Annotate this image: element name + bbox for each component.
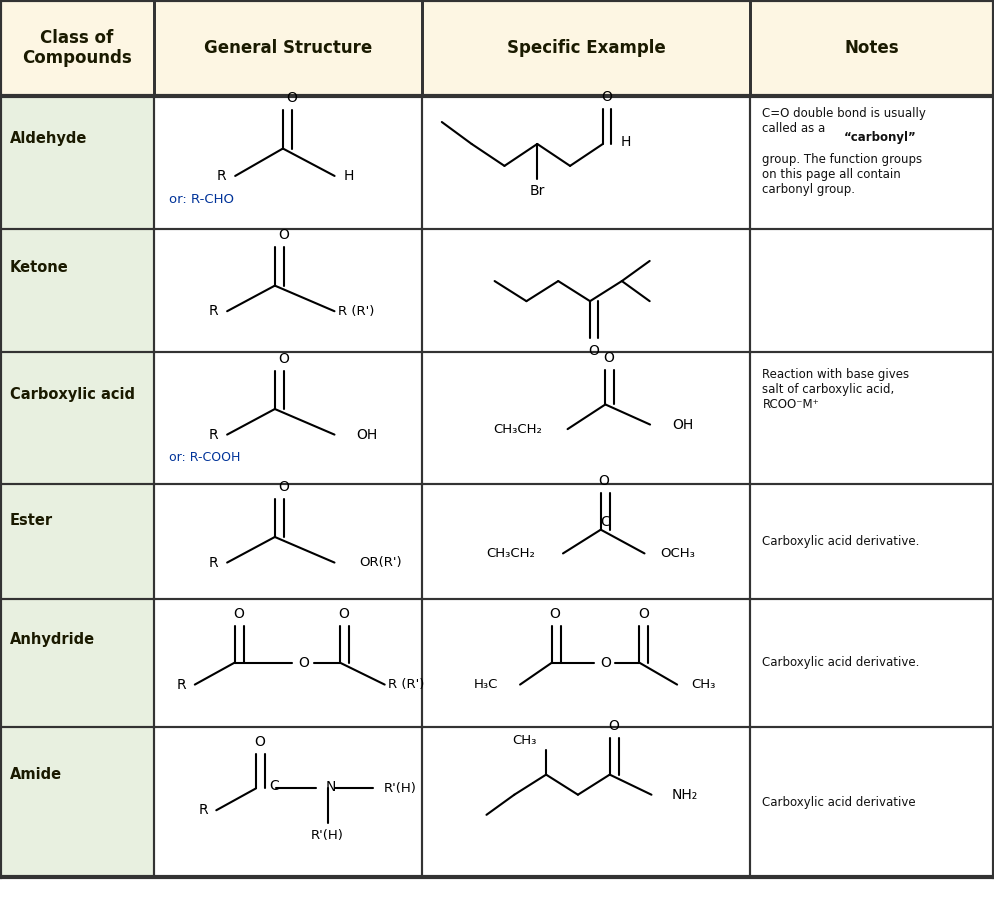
FancyBboxPatch shape <box>0 228 154 352</box>
FancyBboxPatch shape <box>0 96 154 229</box>
Text: Ketone: Ketone <box>10 260 69 275</box>
Text: “carbonyl”: “carbonyl” <box>844 131 916 143</box>
Text: O: O <box>278 480 289 494</box>
Text: Ester: Ester <box>10 514 53 528</box>
FancyBboxPatch shape <box>0 484 154 599</box>
Text: O: O <box>299 655 309 670</box>
Text: H: H <box>343 169 354 183</box>
Text: Carboxylic acid: Carboxylic acid <box>10 387 135 402</box>
Text: O: O <box>598 474 609 488</box>
Text: H₃C: H₃C <box>473 678 498 691</box>
Text: N: N <box>326 781 336 794</box>
Text: OR(R'): OR(R') <box>360 556 402 569</box>
FancyBboxPatch shape <box>422 599 750 727</box>
Text: H: H <box>620 135 631 149</box>
Text: Carboxylic acid derivative.: Carboxylic acid derivative. <box>762 535 919 548</box>
Text: O: O <box>638 607 649 622</box>
Text: O: O <box>608 719 619 733</box>
Text: O: O <box>278 352 289 366</box>
Text: Notes: Notes <box>845 39 900 57</box>
Text: O: O <box>254 735 265 749</box>
Text: O: O <box>550 607 561 622</box>
FancyBboxPatch shape <box>0 0 154 96</box>
Text: R'(H): R'(H) <box>311 829 344 843</box>
FancyBboxPatch shape <box>154 484 422 599</box>
FancyBboxPatch shape <box>422 228 750 352</box>
Text: R: R <box>209 304 218 318</box>
FancyBboxPatch shape <box>750 484 994 599</box>
FancyBboxPatch shape <box>154 599 422 727</box>
Text: R: R <box>199 803 208 817</box>
Text: O: O <box>278 228 289 242</box>
Text: Carboxylic acid derivative: Carboxylic acid derivative <box>762 795 916 809</box>
Text: C=O double bond is usually
called as a: C=O double bond is usually called as a <box>762 107 926 135</box>
FancyBboxPatch shape <box>422 352 750 484</box>
FancyBboxPatch shape <box>750 0 994 96</box>
FancyBboxPatch shape <box>0 727 154 877</box>
Text: R: R <box>209 556 218 569</box>
Text: Specific Example: Specific Example <box>507 39 666 57</box>
Text: C: C <box>269 780 278 793</box>
Text: R'(H): R'(H) <box>384 781 416 795</box>
Text: CH₃: CH₃ <box>512 734 537 748</box>
Text: O: O <box>601 90 612 104</box>
Text: group. The function groups
on this page all contain
carbonyl group.: group. The function groups on this page … <box>762 153 922 196</box>
FancyBboxPatch shape <box>422 96 750 229</box>
Text: Aldehyde: Aldehyde <box>10 131 87 146</box>
Text: or: R-COOH: or: R-COOH <box>169 452 241 464</box>
FancyBboxPatch shape <box>154 228 422 352</box>
Text: R (R'): R (R') <box>389 678 424 691</box>
Text: R: R <box>217 169 226 183</box>
Text: CH₃CH₂: CH₃CH₂ <box>493 422 542 436</box>
Text: O: O <box>588 344 599 357</box>
Text: Anhydride: Anhydride <box>10 632 95 647</box>
Text: OH: OH <box>672 418 693 431</box>
FancyBboxPatch shape <box>154 96 422 229</box>
FancyBboxPatch shape <box>750 727 994 877</box>
Text: R: R <box>177 677 187 692</box>
FancyBboxPatch shape <box>154 0 422 96</box>
Text: OH: OH <box>357 428 378 441</box>
Text: CH₃: CH₃ <box>691 678 716 691</box>
FancyBboxPatch shape <box>154 727 422 877</box>
Text: Class of
Compounds: Class of Compounds <box>22 28 132 68</box>
Text: General Structure: General Structure <box>204 39 373 57</box>
Text: Br: Br <box>530 185 545 198</box>
FancyBboxPatch shape <box>154 352 422 484</box>
Text: O: O <box>600 655 611 670</box>
FancyBboxPatch shape <box>750 599 994 727</box>
FancyBboxPatch shape <box>0 599 154 727</box>
Text: O: O <box>603 351 613 365</box>
FancyBboxPatch shape <box>0 352 154 484</box>
Text: Amide: Amide <box>10 768 62 782</box>
Text: NH₂: NH₂ <box>671 788 698 802</box>
Text: O: O <box>339 607 349 622</box>
FancyBboxPatch shape <box>422 727 750 877</box>
Text: O: O <box>286 91 297 105</box>
Text: Reaction with base gives
salt of carboxylic acid,
RCOO⁻M⁺: Reaction with base gives salt of carboxy… <box>762 368 910 411</box>
FancyBboxPatch shape <box>422 0 750 96</box>
Text: R (R'): R (R') <box>338 304 375 318</box>
Text: CH₃CH₂: CH₃CH₂ <box>486 547 536 560</box>
Text: OCH₃: OCH₃ <box>660 547 695 560</box>
FancyBboxPatch shape <box>750 96 994 229</box>
Text: C: C <box>599 515 609 529</box>
FancyBboxPatch shape <box>422 484 750 599</box>
Text: O: O <box>234 607 244 622</box>
FancyBboxPatch shape <box>750 228 994 352</box>
Text: or: R-CHO: or: R-CHO <box>169 193 234 206</box>
FancyBboxPatch shape <box>750 352 994 484</box>
Text: Carboxylic acid derivative.: Carboxylic acid derivative. <box>762 656 919 669</box>
Text: R: R <box>209 428 218 441</box>
